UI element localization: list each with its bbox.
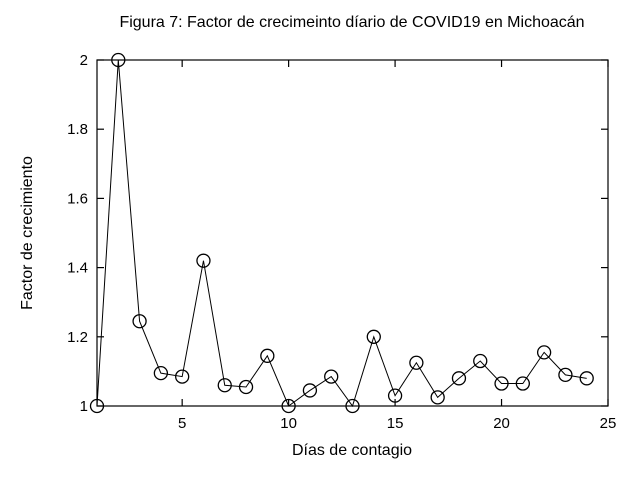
y-tick-label: 1.8 (67, 121, 88, 138)
data-point-marker (89, 398, 105, 414)
data-point-marker (132, 314, 147, 329)
data-point-marker (430, 390, 445, 405)
data-point-marker (238, 379, 254, 395)
y-tick-label: 2 (80, 52, 88, 69)
data-point-marker (494, 376, 509, 391)
data-point-marker (579, 371, 594, 386)
data-point-marker (217, 378, 232, 393)
data-point-marker (387, 388, 403, 403)
data-point-marker (558, 367, 573, 383)
x-tick-label: 10 (280, 415, 297, 432)
y-tick-label: 1 (80, 398, 88, 415)
data-point-marker (324, 369, 339, 384)
data-point-marker (345, 398, 360, 414)
data-point-marker (536, 345, 552, 360)
data-point-marker (281, 398, 296, 414)
data-point-marker (409, 355, 424, 370)
data-point-marker (515, 376, 530, 391)
y-tick-label: 1.2 (67, 329, 88, 346)
data-point-marker (473, 353, 488, 369)
chart-title: Figura 7: Factor de crecimeinto díario d… (119, 14, 585, 31)
data-point-marker (260, 348, 275, 363)
y-tick-label: 1.6 (67, 190, 88, 207)
x-tick-label: 20 (493, 415, 510, 432)
data-point-marker (451, 371, 467, 386)
data-point-marker (111, 52, 126, 68)
x-tick-label: 25 (600, 415, 617, 432)
data-line (96, 59, 587, 408)
y-tick-label: 1.4 (67, 260, 88, 277)
data-point-marker (175, 369, 190, 384)
data-point-marker (366, 329, 381, 344)
plot-border (96, 59, 609, 407)
data-point-marker (302, 383, 318, 398)
data-point-marker (196, 253, 211, 268)
x-tick-label: 5 (178, 415, 186, 432)
data-point-marker (153, 365, 169, 381)
x-axis-label: Días de contagio (291, 442, 413, 459)
x-tick-label: 15 (387, 415, 404, 432)
